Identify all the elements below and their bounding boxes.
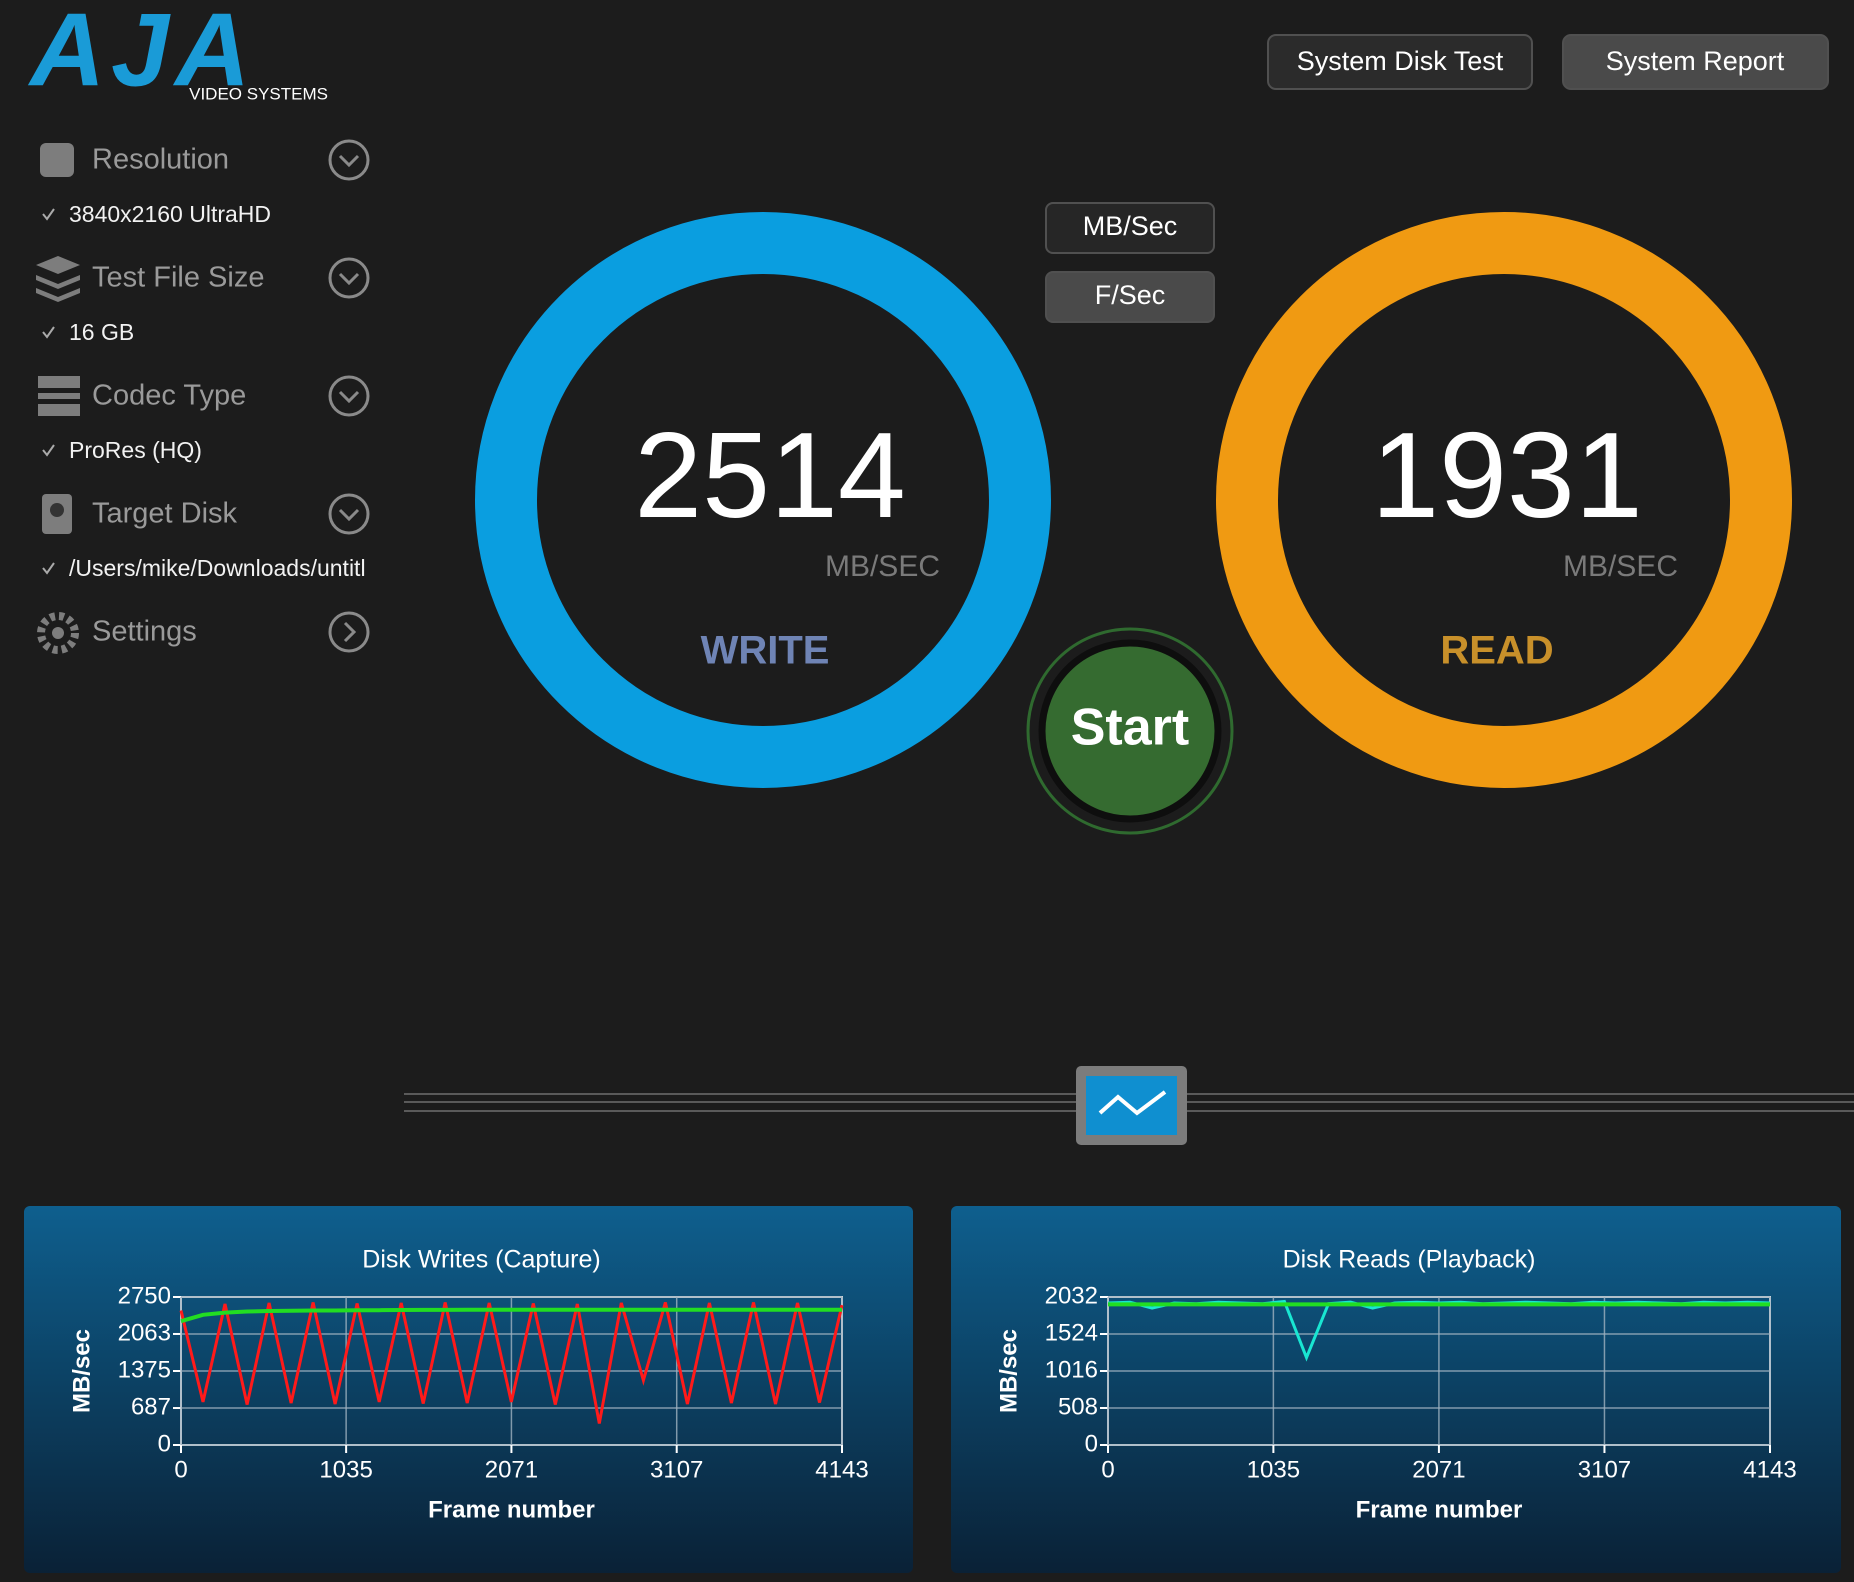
x-tick-label: 1035 [319,1456,372,1483]
sidebar-label[interactable]: Target Disk [92,498,238,530]
system-disk-test-button[interactable] [1267,34,1533,90]
sidebar-label[interactable]: Settings [92,616,197,648]
file-size-icon [36,256,80,302]
data-line [179,1301,844,1424]
x-tick-label: 3107 [1578,1456,1631,1483]
sidebar-label[interactable]: Test File Size [92,262,264,294]
y-tick-label: 2032 [1045,1282,1098,1309]
chevron [338,272,360,286]
x-tick-label: 0 [174,1456,187,1483]
read-label: READ [1440,629,1553,673]
dropdown-toggle[interactable] [328,375,370,417]
f-sec-toggle[interactable] [1045,271,1215,323]
sidebar: Resolution 3840x2160 UltraHD Test File S… [36,139,370,654]
codec-icon [38,376,80,416]
check-mark [42,562,55,575]
sidebar-value[interactable]: 16 GB [69,319,134,345]
sidebar-label[interactable]: Resolution [92,144,229,176]
check-mark [42,208,55,221]
settings-icon-hub [52,627,64,639]
toggle-label[interactable]: MB/Sec [1083,211,1178,241]
resolution-icon [40,143,74,177]
y-tick-label: 0 [1085,1430,1098,1457]
read-value: 1931 [1371,407,1642,543]
divider [404,1066,1854,1145]
system-report-button[interactable] [1562,34,1829,90]
x-tick-label: 4143 [1743,1456,1796,1483]
logo: AJA [27,0,256,108]
expand-toggle[interactable] [328,611,370,653]
y-tick-label: 0 [158,1430,171,1457]
y-tick-label: 508 [1058,1393,1098,1420]
x-tick-label: 2071 [1412,1456,1465,1483]
x-tick-label: 1035 [1247,1456,1300,1483]
start-button[interactable] [1038,639,1222,823]
x-tick-label: 0 [1101,1456,1114,1483]
dropdown-toggle[interactable] [328,493,370,535]
write-value: 2514 [634,407,905,543]
y-tick-label: 1375 [118,1356,171,1383]
x-tick-label: 3107 [650,1456,703,1483]
y-axis-label: MB/sec [68,1329,95,1413]
start-button-halo [1026,627,1234,835]
dropdown-toggle[interactable] [328,257,370,299]
check-mark [42,444,55,457]
chevron [343,621,357,643]
sidebar-value[interactable]: 3840x2160 UltraHD [69,201,271,227]
y-tick-label: 2063 [118,1319,171,1346]
check-mark [42,326,55,339]
mb-sec-toggle[interactable] [1045,202,1215,254]
chevron [338,390,360,404]
chart-title: Disk Writes (Capture) [362,1246,600,1274]
graph-toggle-screen [1086,1076,1177,1135]
chevron [338,508,360,522]
x-tick-label: 4143 [815,1456,868,1483]
x-axis-label: Frame number [1356,1496,1523,1523]
settings-icon [37,612,79,654]
y-tick-label: 2750 [118,1282,171,1309]
y-tick-label: 1524 [1045,1319,1098,1346]
data-line [180,1307,842,1324]
disk-icon-platter [50,503,64,517]
dropdown-toggle[interactable] [328,139,370,181]
read-unit: MB/SEC [1563,550,1678,583]
button-label[interactable]: System Report [1606,46,1785,76]
start-label[interactable]: Start [1071,699,1189,757]
y-tick-label: 1016 [1045,1356,1098,1383]
button-label[interactable]: System Disk Test [1297,46,1504,76]
write-gauge-ring [475,212,1051,788]
write-label: WRITE [701,629,830,673]
toggle-label[interactable]: F/Sec [1095,280,1166,310]
write-unit: MB/SEC [825,550,940,583]
sidebar-label[interactable]: Codec Type [92,380,246,412]
x-axis-label: Frame number [428,1496,595,1523]
sidebar-value[interactable]: ProRes (HQ) [69,437,202,463]
chart-title: Disk Reads (Playback) [1283,1246,1536,1274]
y-tick-label: 687 [131,1393,171,1420]
chevron [338,154,360,168]
logo-subtitle: VIDEO SYSTEMS [189,84,328,103]
graph-toggle-glyph [1098,1090,1167,1116]
sidebar-value[interactable]: /Users/mike/Downloads/untitl [69,555,366,581]
read-gauge-ring [1216,212,1792,788]
x-tick-label: 2071 [485,1456,538,1483]
y-axis-label: MB/sec [995,1329,1022,1413]
